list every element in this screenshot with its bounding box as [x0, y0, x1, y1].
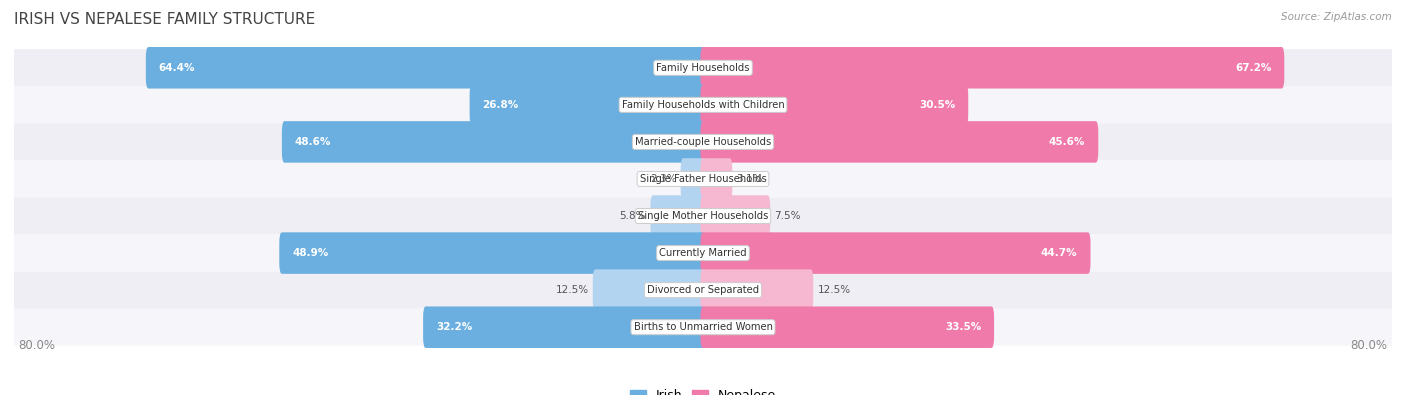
Text: Currently Married: Currently Married [659, 248, 747, 258]
FancyBboxPatch shape [700, 232, 1091, 274]
Text: 67.2%: 67.2% [1234, 63, 1271, 73]
Text: Source: ZipAtlas.com: Source: ZipAtlas.com [1281, 12, 1392, 22]
FancyBboxPatch shape [423, 307, 706, 348]
Text: Single Father Households: Single Father Households [640, 174, 766, 184]
FancyBboxPatch shape [14, 308, 1392, 346]
FancyBboxPatch shape [280, 232, 706, 274]
Text: Family Households with Children: Family Households with Children [621, 100, 785, 110]
FancyBboxPatch shape [14, 272, 1392, 308]
Text: Single Mother Households: Single Mother Households [638, 211, 768, 221]
Text: 5.8%: 5.8% [620, 211, 647, 221]
Text: 48.6%: 48.6% [295, 137, 332, 147]
Text: Married-couple Households: Married-couple Households [636, 137, 770, 147]
Text: 80.0%: 80.0% [18, 339, 55, 352]
Text: 7.5%: 7.5% [775, 211, 801, 221]
Text: 44.7%: 44.7% [1040, 248, 1077, 258]
Text: 45.6%: 45.6% [1049, 137, 1085, 147]
FancyBboxPatch shape [14, 198, 1392, 235]
FancyBboxPatch shape [14, 160, 1392, 198]
Text: Births to Unmarried Women: Births to Unmarried Women [634, 322, 772, 332]
Text: IRISH VS NEPALESE FAMILY STRUCTURE: IRISH VS NEPALESE FAMILY STRUCTURE [14, 12, 315, 27]
Text: 12.5%: 12.5% [555, 285, 589, 295]
Text: 26.8%: 26.8% [482, 100, 519, 110]
Text: 80.0%: 80.0% [1351, 339, 1388, 352]
FancyBboxPatch shape [700, 307, 994, 348]
FancyBboxPatch shape [14, 235, 1392, 272]
FancyBboxPatch shape [700, 47, 1284, 88]
FancyBboxPatch shape [281, 121, 706, 163]
FancyBboxPatch shape [681, 158, 706, 200]
FancyBboxPatch shape [14, 49, 1392, 87]
FancyBboxPatch shape [14, 123, 1392, 160]
FancyBboxPatch shape [651, 195, 706, 237]
FancyBboxPatch shape [700, 84, 969, 126]
Text: 2.3%: 2.3% [650, 174, 676, 184]
FancyBboxPatch shape [700, 195, 770, 237]
FancyBboxPatch shape [146, 47, 706, 88]
Text: 30.5%: 30.5% [920, 100, 955, 110]
FancyBboxPatch shape [700, 158, 733, 200]
Text: 12.5%: 12.5% [817, 285, 851, 295]
FancyBboxPatch shape [700, 269, 813, 311]
Text: 48.9%: 48.9% [292, 248, 329, 258]
Legend: Irish, Nepalese: Irish, Nepalese [624, 384, 782, 395]
Text: 64.4%: 64.4% [159, 63, 195, 73]
FancyBboxPatch shape [14, 87, 1392, 123]
FancyBboxPatch shape [700, 121, 1098, 163]
Text: 33.5%: 33.5% [945, 322, 981, 332]
FancyBboxPatch shape [593, 269, 706, 311]
FancyBboxPatch shape [470, 84, 706, 126]
Text: Divorced or Separated: Divorced or Separated [647, 285, 759, 295]
Text: 3.1%: 3.1% [737, 174, 763, 184]
Text: Family Households: Family Households [657, 63, 749, 73]
Text: 32.2%: 32.2% [436, 322, 472, 332]
